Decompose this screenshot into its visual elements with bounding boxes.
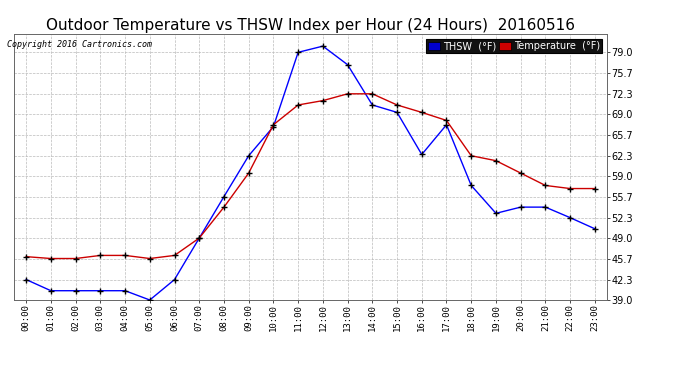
Text: Copyright 2016 Cartronics.com: Copyright 2016 Cartronics.com — [7, 40, 152, 49]
Legend: THSW  (°F), Temperature  (°F): THSW (°F), Temperature (°F) — [426, 39, 602, 54]
Title: Outdoor Temperature vs THSW Index per Hour (24 Hours)  20160516: Outdoor Temperature vs THSW Index per Ho… — [46, 18, 575, 33]
